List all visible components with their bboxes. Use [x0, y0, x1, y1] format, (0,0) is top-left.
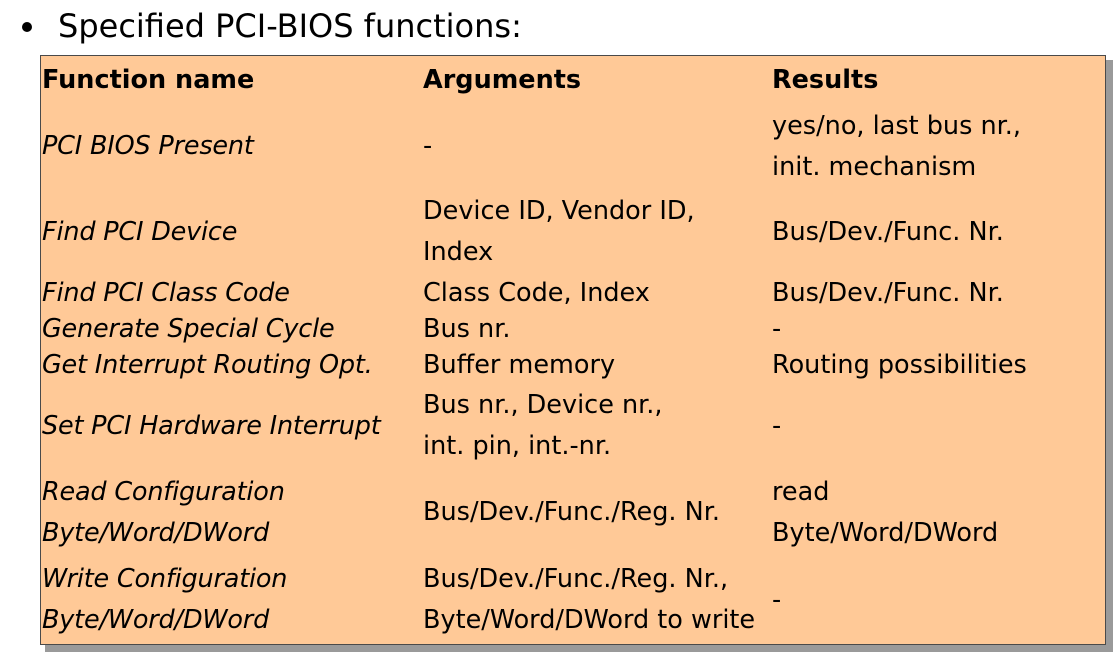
results-cell: -: [772, 584, 782, 615]
bullet-dot-icon: [22, 22, 32, 32]
table-row: Set PCI Hardware Interrupt Bus nr., Devi…: [41, 383, 1105, 469]
function-name-cell: Find PCI Device: [42, 216, 238, 247]
function-name-cell: Generate Special Cycle: [42, 313, 335, 344]
arguments-cell: Device ID, Vendor ID, Index: [423, 196, 695, 267]
results-cell: Bus/Dev./Func. Nr.: [772, 216, 1004, 247]
arguments-cell: Class Code, Index: [423, 277, 650, 308]
table-row: Read Configuration Byte/Word/DWord Bus/D…: [41, 469, 1105, 556]
results-cell: Routing possibilities: [772, 349, 1027, 380]
pci-bios-functions-table: Function name Arguments Results PCI BIOS…: [40, 55, 1106, 645]
results-cell: Bus/Dev./Func. Nr.: [772, 277, 1004, 308]
function-name-cell: Set PCI Hardware Interrupt: [42, 410, 381, 441]
results-cell: -: [772, 313, 782, 344]
arguments-cell: Buffer memory: [423, 349, 616, 380]
table-row: PCI BIOS Present - yes/no, last bus nr.,…: [41, 104, 1105, 189]
header-function-name: Function name: [42, 64, 255, 95]
function-name-cell: PCI BIOS Present: [42, 131, 254, 161]
arguments-cell: Bus nr., Device nr., int. pin, int.-nr.: [423, 390, 663, 461]
table-row: Write Configuration Byte/Word/DWord Bus/…: [41, 556, 1105, 644]
results-cell: yes/no, last bus nr., init. mechanism: [772, 110, 1021, 182]
arguments-cell: -: [423, 131, 433, 161]
table-row: Find PCI Class Code Class Code, Index Bu…: [41, 275, 1105, 311]
header-arguments: Arguments: [423, 64, 582, 95]
function-name-cell: Get Interrupt Routing Opt.: [42, 349, 373, 380]
table-row: Find PCI Device Device ID, Vendor ID, In…: [41, 189, 1105, 275]
results-cell: read Byte/Word/DWord: [772, 476, 999, 548]
arguments-cell: Bus/Dev./Func./Reg. Nr., Byte/Word/DWord…: [423, 564, 756, 635]
arguments-cell: Bus/Dev./Func./Reg. Nr.: [423, 497, 720, 527]
results-cell: -: [772, 410, 782, 441]
table-header-row: Function name Arguments Results: [41, 56, 1105, 104]
function-name-cell: Find PCI Class Code: [42, 277, 290, 308]
function-name-cell: Write Configuration Byte/Word/DWord: [42, 564, 288, 635]
table-row: Get Interrupt Routing Opt. Buffer memory…: [41, 347, 1105, 383]
heading-text: Specified PCI-BIOS functions:: [58, 7, 522, 45]
header-results: Results: [772, 64, 879, 95]
function-name-cell: Read Configuration Byte/Word/DWord: [42, 476, 285, 548]
table-row: Generate Special Cycle Bus nr. -: [41, 311, 1105, 347]
heading-bullet-line: Specified PCI-BIOS functions:: [22, 2, 522, 50]
arguments-cell: Bus nr.: [423, 313, 511, 344]
